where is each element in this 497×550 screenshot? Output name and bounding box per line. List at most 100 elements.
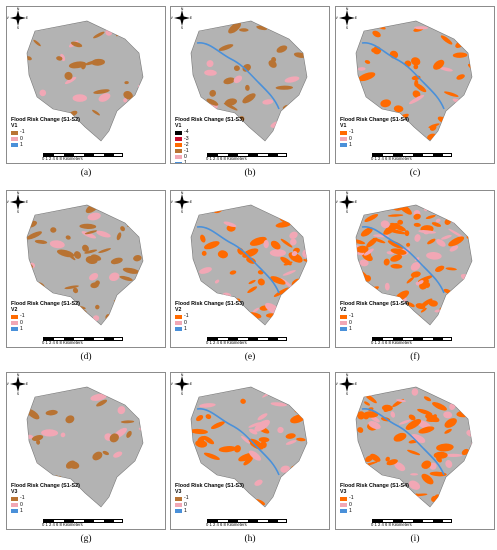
north-label: N	[346, 7, 349, 11]
risk-patch	[120, 308, 130, 315]
legend-title: Flood Risk Change (S1-S3)	[175, 483, 244, 489]
risk-patch	[411, 57, 421, 66]
north-label: E	[355, 16, 358, 20]
risk-patch	[433, 59, 445, 70]
north-label: W	[171, 200, 173, 204]
risk-patch	[70, 41, 83, 48]
legend-item: 0	[175, 154, 244, 160]
north-label: N	[17, 191, 20, 195]
legend-label: -1	[349, 129, 354, 136]
risk-patch	[421, 460, 432, 469]
risk-patch	[126, 291, 140, 300]
risk-patch	[410, 261, 421, 271]
legend-swatch	[175, 320, 182, 325]
river-line	[361, 42, 445, 110]
risk-patch	[120, 420, 135, 424]
legend-variant: V1	[175, 123, 182, 130]
risk-patch	[241, 435, 251, 444]
risk-patch	[390, 254, 403, 262]
legend-swatch	[175, 496, 182, 501]
risk-patch	[431, 222, 442, 227]
north-label: N	[17, 373, 20, 377]
legend-label: 1	[349, 507, 352, 514]
panel-caption: (c)	[409, 168, 421, 178]
north-label: N	[181, 7, 184, 11]
map-panel: N S W E Flood Risk Change (S1-S4)V2-101 0 1 2…	[335, 190, 495, 362]
risk-patch	[461, 448, 469, 456]
risk-patch	[214, 279, 220, 284]
legend-swatch	[11, 496, 18, 501]
risk-patch	[242, 248, 259, 258]
risk-patch	[134, 301, 143, 309]
risk-patch	[300, 480, 306, 485]
legend-item: 0	[175, 320, 244, 326]
scale-bar: 0 1 2 4 6 8 Kilometers	[371, 337, 484, 347]
legend-label: 0	[184, 154, 187, 161]
map-frame: NSWEFlood Risk Change (S1-S3)V1-4-3-2-10…	[170, 6, 330, 164]
risk-patch	[364, 60, 371, 64]
scale-bar: 0 1 2 4 6 8 Kilometers	[371, 519, 484, 529]
legend-item: -3	[175, 136, 244, 142]
risk-patch	[446, 302, 462, 313]
legend-item: -1	[11, 129, 80, 135]
scale-bar-graphic	[372, 519, 452, 523]
legend-variant: V3	[175, 489, 182, 496]
risk-patch	[277, 426, 284, 434]
risk-patch	[73, 251, 82, 259]
risk-patch	[427, 238, 436, 245]
north-label: N	[181, 191, 184, 195]
risk-patch	[418, 230, 436, 234]
risk-patch	[285, 433, 296, 439]
risk-patch	[79, 223, 97, 230]
legend-label: -1	[349, 313, 354, 320]
risk-patch	[72, 287, 79, 294]
risk-patch	[90, 254, 102, 261]
legend: Flood Risk Change (S1-S3) V3 -1 0 1	[175, 483, 244, 514]
north-label: W	[336, 382, 338, 386]
north-label: S	[181, 392, 184, 395]
north-arrow-icon: N S W E	[171, 373, 193, 395]
legend-swatch	[340, 502, 347, 507]
risk-patch	[452, 52, 468, 58]
legend-label: 1	[184, 160, 187, 164]
legend-item: 1	[175, 326, 244, 332]
risk-patch	[35, 471, 49, 480]
risk-patch	[289, 238, 297, 246]
panel-caption: (g)	[80, 534, 92, 544]
risk-patch	[270, 276, 286, 285]
scale-ticks: 0 1 2 4 6 8 Kilometers	[371, 522, 412, 527]
scale-bar-graphic	[372, 153, 452, 157]
risk-patch	[120, 226, 125, 232]
legend-item: 1	[11, 142, 80, 148]
risk-patch	[426, 251, 442, 260]
basin-map	[355, 386, 473, 508]
scale-ticks: 0 1 2 4 6 8 Kilometers	[42, 340, 83, 345]
risk-patch	[199, 267, 212, 274]
risk-patch	[248, 450, 262, 461]
risk-patch	[449, 245, 459, 252]
north-label: S	[181, 210, 184, 213]
legend-swatch	[175, 130, 182, 135]
risk-patch	[298, 205, 306, 213]
risk-patch	[196, 415, 204, 422]
legend: Flood Risk Change (S1-S4) V2 -1 0 1	[340, 301, 409, 332]
risk-patch	[433, 451, 448, 459]
scale-bar-graphic	[43, 337, 123, 341]
risk-patch	[102, 450, 110, 456]
risk-patch	[296, 437, 306, 442]
scale-ticks: 0 1 2 4 6 8 Kilometers	[206, 156, 247, 161]
risk-patch	[414, 234, 421, 242]
north-label: W	[7, 382, 9, 386]
legend-swatch	[175, 314, 182, 319]
risk-patch	[233, 75, 243, 84]
risk-patch	[36, 439, 41, 445]
risk-patch	[249, 236, 267, 246]
legend-item: 0	[175, 502, 244, 508]
legend-variant: V2	[175, 307, 182, 314]
risk-patch	[446, 477, 453, 483]
legend-item: -1	[175, 495, 244, 501]
panel-caption: (b)	[244, 168, 256, 178]
legend-label: 0	[184, 501, 187, 508]
risk-patch	[27, 434, 34, 439]
north-label: E	[355, 200, 358, 204]
